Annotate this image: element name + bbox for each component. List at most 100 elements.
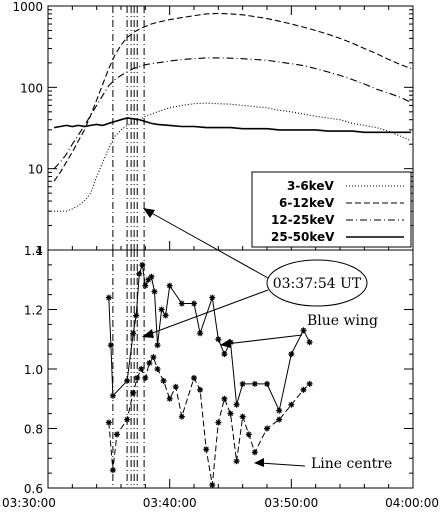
time-annotation-ellipse <box>266 259 368 307</box>
data-point-line-centre <box>130 389 137 396</box>
bottom-x-tick-label: 03:40:00 <box>143 496 197 510</box>
data-point-blue-wing <box>233 401 240 408</box>
blue-wing-annotation: Blue wing <box>220 313 378 348</box>
data-point-blue-wing <box>209 294 216 301</box>
data-point-line-centre <box>264 425 270 432</box>
data-point-line-centre <box>300 386 307 393</box>
data-point-blue-wing <box>264 380 270 387</box>
data-point-blue-wing <box>107 342 114 349</box>
data-point-blue-wing <box>162 312 169 319</box>
line-centre-arrow <box>259 462 306 467</box>
blue-wing-arrow <box>225 334 303 345</box>
data-point-blue-wing <box>154 342 161 349</box>
data-point-line-centre <box>172 383 179 390</box>
data-point-blue-wing <box>136 270 143 277</box>
data-point-line-centre <box>197 386 204 393</box>
bottom-panel-axes: 0.6 0.8 1.0 1.2 1.4 03:30:00 03:40:00 03:50:00 0… <box>2 244 439 510</box>
data-point-line-centre <box>113 431 120 438</box>
blue-wing-label: Blue wing <box>307 313 378 329</box>
data-point-blue-wing <box>221 351 228 358</box>
blue-wing-arrow-head <box>220 339 231 348</box>
top-panel-series <box>53 12 412 212</box>
data-point-line-centre <box>191 374 197 381</box>
data-point-blue-wing <box>191 300 197 307</box>
data-point-line-centre <box>209 482 216 489</box>
data-point-line-centre <box>239 413 246 420</box>
bottom-y-tick-label: 1.2 <box>24 304 43 318</box>
data-point-blue-wing <box>215 336 222 343</box>
top-y-tick-label: 10 <box>28 163 43 177</box>
arrow-head-bottom <box>142 329 154 338</box>
legend-label-3-6kev: 3-6keV <box>287 179 334 193</box>
data-point-blue-wing <box>148 273 155 280</box>
legend-label-6-12kev: 6-12keV <box>279 196 335 210</box>
line-centre-annotation: Line centre <box>254 456 392 472</box>
data-point-blue-wing <box>130 330 137 337</box>
data-point-line-centre <box>233 458 240 465</box>
legend: 3-6keV 6-12keV 12-25keV 25-50keV <box>251 171 412 248</box>
data-point-line-centre <box>142 374 149 381</box>
data-point-line-centre <box>276 416 283 423</box>
data-point-line-centre <box>251 449 258 456</box>
data-point-line-centre <box>154 366 161 372</box>
data-point-line-centre <box>134 374 141 381</box>
data-point-blue-wing <box>158 306 165 313</box>
data-point-blue-wing <box>124 377 131 384</box>
line-centre-label: Line centre <box>311 456 392 472</box>
legend-label-12-25kev: 12-25keV <box>271 213 335 227</box>
time-annotation: 03:37:54 UT <box>142 208 368 338</box>
data-point-blue-wing <box>139 261 146 268</box>
series-line-6-12kev <box>53 12 412 182</box>
data-point-line-centre <box>306 380 313 387</box>
arrow-to-bottom-panel <box>146 289 269 336</box>
data-point-line-centre <box>124 416 131 423</box>
arrow-to-top-panel <box>147 210 269 279</box>
data-point-blue-wing <box>239 380 246 387</box>
data-point-line-centre <box>215 419 222 426</box>
bottom-y-tick-label: 1.0 <box>24 363 43 377</box>
data-point-line-centre <box>288 401 295 408</box>
data-point-line-centre <box>109 467 116 474</box>
bottom-y-tick-label: 0.8 <box>24 423 43 437</box>
data-point-blue-wing <box>151 288 158 295</box>
top-y-tick-label: 1000 <box>12 0 43 14</box>
data-point-blue-wing <box>197 330 204 337</box>
data-point-line-centre <box>221 395 228 402</box>
bottom-x-tick-label: 03:30:00 <box>2 496 56 510</box>
bottom-x-tick-label: 03:50:00 <box>264 496 318 510</box>
top-y-tick-label: 1 <box>35 244 43 258</box>
data-point-blue-wing <box>142 282 149 289</box>
line-centre-arrow-head <box>254 458 264 467</box>
time-annotation-label: 03:37:54 UT <box>273 276 362 292</box>
data-point-line-centre <box>166 395 173 402</box>
bottom-y-tick-label: 0.6 <box>24 482 43 496</box>
data-point-blue-wing <box>288 351 295 358</box>
data-point-blue-wing <box>276 407 283 414</box>
data-point-blue-wing <box>105 294 112 301</box>
series-line-25-50kev <box>53 117 411 134</box>
data-point-line-centre <box>150 354 157 361</box>
top-panel-time-markers <box>112 6 145 250</box>
data-point-line-centre <box>105 419 112 426</box>
data-point-blue-wing <box>109 392 116 399</box>
data-point-line-centre <box>146 360 153 367</box>
data-point-line-centre <box>160 377 167 384</box>
data-point-line-centre <box>245 431 252 438</box>
legend-box <box>251 171 412 248</box>
bottom-panel-series <box>105 261 313 489</box>
data-point-line-centre <box>178 413 185 420</box>
arrow-head-top <box>143 208 155 218</box>
data-point-line-centre <box>203 446 210 453</box>
data-point-line-centre <box>138 366 145 372</box>
data-point-line-centre <box>227 410 234 417</box>
data-point-blue-wing <box>300 327 307 334</box>
data-point-blue-wing <box>306 339 313 346</box>
series-line-3-6kev <box>54 102 412 212</box>
top-y-tick-label: 100 <box>20 81 43 95</box>
data-point-blue-wing <box>166 282 173 289</box>
bottom-y-tick-label: 1.4 <box>24 244 43 258</box>
data-point-blue-wing <box>133 312 140 319</box>
data-point-blue-wing <box>251 380 258 387</box>
data-point-blue-wing <box>178 300 185 307</box>
